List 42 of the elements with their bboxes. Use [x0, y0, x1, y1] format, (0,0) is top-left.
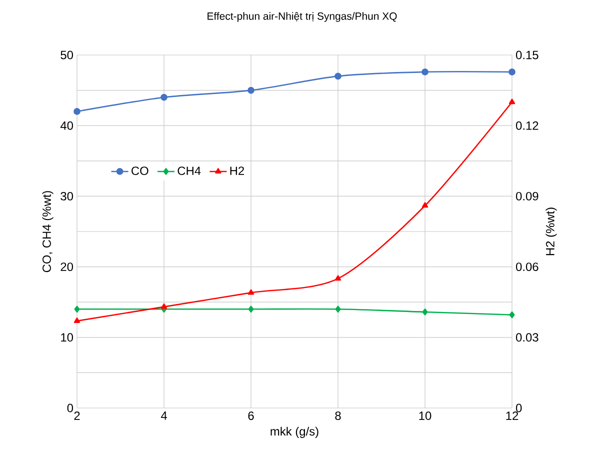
point [248, 86, 254, 94]
y2-tick-label: 0 [516, 404, 522, 412]
x-tick-label: 4 [160, 412, 167, 420]
y-tick-label: 0 [67, 404, 74, 412]
y-tick-label: 10 [61, 333, 74, 342]
point [74, 306, 80, 313]
y2-tick-label: 0.12 [516, 121, 538, 130]
point [74, 108, 80, 115]
y2-axis-title: H2 (%wt) [546, 208, 557, 256]
legend-label: H2 [230, 166, 244, 175]
y-tick-label: 50 [60, 50, 74, 60]
y2-tick-label: 0.15 [516, 50, 538, 60]
y2-tick-label: 0.03 [516, 333, 538, 342]
y-tick-label: 20 [60, 262, 74, 272]
y-axis-title: CO, CH4 (%wt) [42, 191, 54, 272]
point [422, 202, 428, 208]
chart-title: Effect-phun air-Nhiệt trị Syngas/Phun XQ [208, 12, 397, 22]
point [509, 311, 515, 318]
legend-label: CO [132, 166, 148, 176]
x-axis-title: mkk (g/s) [270, 426, 318, 438]
legend-label: CH4 [178, 166, 201, 176]
point [422, 308, 428, 316]
x-tick-label: 12 [506, 412, 518, 420]
x-tick-label: 2 [74, 412, 80, 420]
point [334, 275, 342, 281]
point [508, 68, 516, 76]
x-tick-label: 6 [248, 412, 254, 420]
point [74, 317, 80, 323]
point [248, 289, 254, 295]
y-tick-label: 40 [60, 121, 74, 130]
y2-tick-label: 0.06 [516, 262, 538, 272]
point [334, 72, 342, 80]
y2-tick-label: 0.09 [516, 192, 538, 200]
point [508, 98, 516, 104]
x-tick-label: 8 [335, 412, 341, 420]
point [422, 68, 428, 76]
x-tick-label: 10 [419, 412, 432, 420]
point [248, 306, 254, 313]
y-tick-label: 30 [60, 192, 74, 200]
point [160, 303, 168, 309]
point [335, 306, 341, 313]
point [160, 94, 168, 101]
